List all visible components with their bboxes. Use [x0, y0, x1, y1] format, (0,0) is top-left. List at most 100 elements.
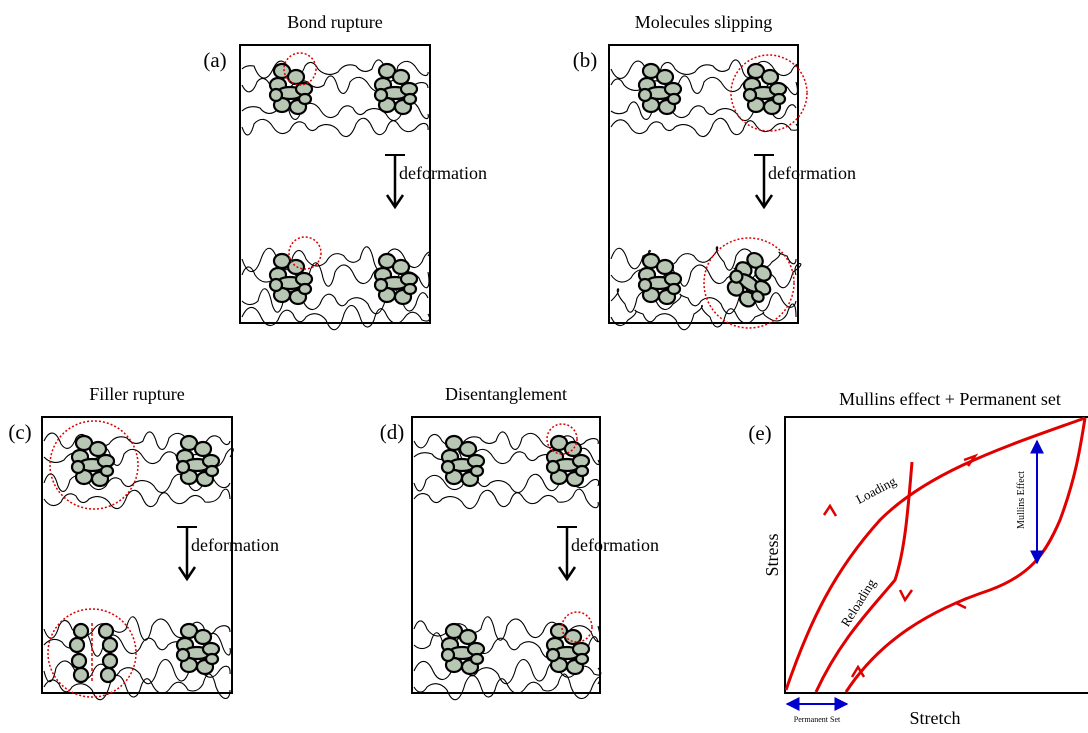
panel-label: (d)	[380, 420, 405, 444]
panel-label: (b)	[573, 48, 598, 72]
filler-cluster	[375, 64, 417, 114]
filler-particle	[270, 89, 282, 101]
filler-particle	[576, 466, 588, 476]
filler-particle	[72, 654, 86, 668]
panel-title: Molecules slipping	[635, 12, 773, 32]
filler-particle	[177, 461, 189, 473]
filler-particle	[442, 649, 454, 661]
polymer-chain	[414, 489, 598, 508]
filler-cluster	[177, 624, 219, 674]
filler-particle	[639, 279, 651, 291]
filler-particle	[299, 94, 311, 104]
filler-cluster	[639, 64, 681, 114]
panel: Disentanglement (d) deformation	[380, 384, 659, 700]
x-axis-label: Stretch	[910, 708, 961, 728]
filler-particle	[206, 466, 218, 476]
panel-label: (e)	[748, 421, 771, 445]
panel-title: Filler rupture	[89, 384, 184, 404]
filler-particle	[393, 70, 409, 84]
figure: Mullins effect + Permanent set (e) Stres…	[0, 0, 1088, 728]
filler-particle	[270, 279, 282, 291]
panel-label: (a)	[203, 48, 226, 72]
filler-cluster	[177, 436, 219, 486]
polymer-chain	[44, 489, 230, 508]
curve-arrow	[824, 506, 836, 516]
graph-panel: Mullins effect + Permanent set (e) Stres…	[748, 389, 1088, 728]
filler-particle	[288, 260, 304, 274]
filler-particle	[206, 654, 218, 664]
filler-particle	[288, 70, 304, 84]
filler-particle	[375, 89, 387, 101]
curve-arrow	[900, 590, 912, 600]
filler-particle	[773, 94, 785, 104]
filler-particle	[460, 442, 476, 456]
filler-particle	[74, 624, 88, 638]
annotation: Permanent Set	[794, 715, 841, 724]
polymer-chain	[611, 304, 796, 330]
arrow-label: deformation	[191, 535, 279, 555]
filler-particle	[404, 284, 416, 294]
polymer-chain	[414, 674, 600, 700]
graph-frame	[785, 417, 1088, 693]
panel-label: (c)	[8, 420, 31, 444]
panel-title: Disentanglement	[445, 384, 567, 404]
curve-label: Reloading	[838, 576, 879, 630]
filler-cluster	[375, 254, 417, 304]
filler-particle	[442, 461, 454, 473]
highlight-circle	[289, 237, 321, 269]
arrow-label: deformation	[768, 163, 856, 183]
filler-particle	[72, 461, 84, 473]
filler-cluster	[72, 436, 114, 486]
filler-particle	[547, 649, 559, 661]
page: {"panels": [ {"label": "(a)", "title": "…	[0, 0, 1088, 728]
filler-particle	[565, 442, 581, 456]
filler-particle	[90, 442, 106, 456]
filler-cluster	[721, 248, 784, 313]
y-axis-label: Stress	[762, 533, 782, 576]
filler-particle	[744, 89, 756, 101]
filler-particle	[639, 89, 651, 101]
arrow-label: deformation	[399, 163, 487, 183]
filler-particle	[576, 654, 588, 664]
filler-particle	[657, 70, 673, 84]
filler-particle	[195, 630, 211, 644]
curve-arrow	[956, 598, 967, 608]
filler-particle	[460, 630, 476, 644]
filler-particle	[177, 649, 189, 661]
arrow-label: deformation	[571, 535, 659, 555]
annotation: Mullins Effect	[1016, 471, 1027, 529]
filler-cluster	[270, 64, 312, 114]
filler-particle	[103, 654, 117, 668]
filler-particle	[471, 466, 483, 476]
filler-particle	[393, 260, 409, 274]
filler-particle	[70, 638, 84, 652]
filler-particle	[99, 624, 113, 638]
filler-cluster	[442, 436, 484, 486]
graph-title: Mullins effect + Permanent set	[839, 389, 1061, 409]
filler-cluster	[639, 254, 681, 304]
filler-particle	[74, 668, 88, 682]
polymer-chain	[242, 118, 428, 136]
panel: Bond rupture (a) deformation	[203, 12, 487, 330]
curve-label: Loading	[853, 473, 899, 507]
filler-particle	[668, 284, 680, 294]
filler-particle	[101, 466, 113, 476]
filler-particle	[762, 70, 778, 84]
filler-particle	[195, 442, 211, 456]
filler-particle	[471, 654, 483, 664]
filler-particle	[404, 94, 416, 104]
polymer-chain	[611, 118, 798, 136]
filler-cluster	[547, 624, 589, 674]
panel: Molecules slipping (b) deformation	[573, 12, 856, 330]
filler-particle	[101, 668, 115, 682]
filler-particle	[668, 94, 680, 104]
filler-cluster	[744, 64, 786, 114]
filler-particle	[547, 461, 559, 473]
filler-particle	[375, 279, 387, 291]
panel-title: Bond rupture	[287, 12, 382, 32]
polymer-chain	[44, 674, 230, 700]
polymer-chain	[242, 305, 430, 329]
filler-particle	[103, 638, 117, 652]
filler-particle	[299, 284, 311, 294]
filler-particle	[657, 260, 673, 274]
